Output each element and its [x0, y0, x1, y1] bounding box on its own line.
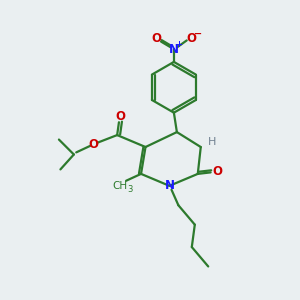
Text: N: N [164, 179, 174, 192]
Text: O: O [88, 137, 98, 151]
Text: CH: CH [112, 181, 128, 190]
Text: O: O [212, 165, 222, 178]
Text: O: O [116, 110, 126, 123]
Text: H: H [208, 136, 216, 147]
Text: O: O [151, 32, 161, 45]
Text: 3: 3 [127, 185, 132, 194]
Text: O: O [187, 32, 197, 45]
Text: N: N [169, 43, 179, 56]
Text: −: − [194, 29, 202, 39]
Text: +: + [175, 40, 182, 49]
